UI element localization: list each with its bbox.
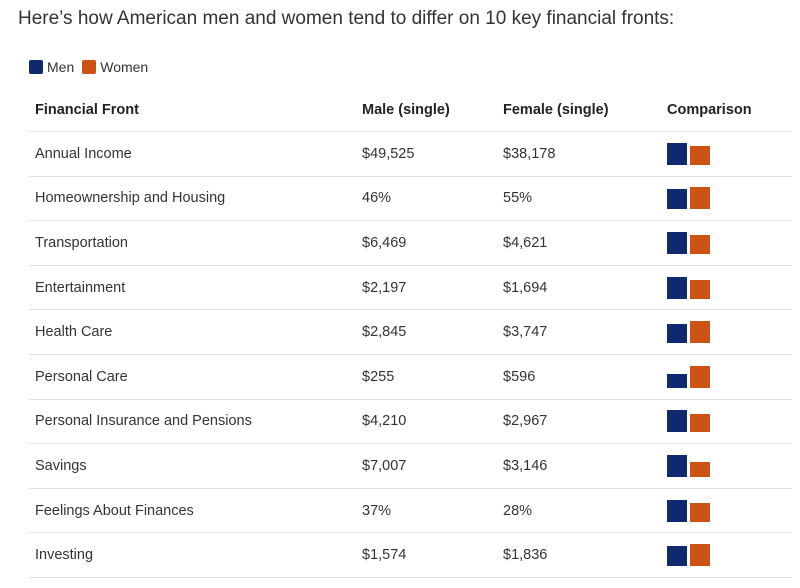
table-row: Health Care $2,845 $3,747 — [29, 309, 792, 355]
comparison-chart — [667, 454, 713, 477]
row-female-value: $38,178 — [497, 131, 661, 177]
row-male-value: $49,525 — [356, 131, 497, 177]
table-row: Personal Care $255 $596 — [29, 354, 792, 400]
comparison-bar-women — [690, 414, 710, 433]
comparison-chart — [667, 499, 713, 522]
legend-label-men: Men — [47, 59, 75, 75]
table-row: Homeownership and Housing 46% 55% — [29, 176, 792, 222]
comparison-bar-women — [690, 365, 710, 388]
row-comparison — [661, 354, 792, 400]
header-female: Female (single) — [497, 89, 661, 132]
table-row: Annual Income $49,525 $38,178 — [29, 131, 792, 177]
row-comparison — [661, 220, 792, 266]
table-row: Personal Insurance and Pensions $4,210 $2,… — [29, 399, 792, 445]
row-male-value: $7,007 — [356, 443, 497, 489]
comparison-chart — [667, 231, 713, 254]
row-female-value: $1,836 — [497, 532, 661, 578]
comparison-bar-women — [690, 544, 710, 567]
row-male-value: 37% — [356, 488, 497, 534]
comparison-chart — [667, 142, 713, 165]
legend-item-women: Women — [82, 59, 148, 75]
page-heading: Here’s how American men and women tend t… — [18, 8, 675, 29]
row-front-label: Entertainment — [29, 265, 356, 311]
header-male: Male (single) — [356, 89, 497, 132]
row-female-value: $2,967 — [497, 399, 661, 445]
row-front-label: Personal Insurance and Pensions — [29, 399, 356, 445]
comparison-bar-men — [667, 231, 687, 254]
row-male-value: $6,469 — [356, 220, 497, 266]
header-comparison: Comparison — [661, 89, 792, 132]
row-male-value: $2,197 — [356, 265, 497, 311]
comparison-bar-women — [690, 321, 710, 344]
row-front-label: Homeownership and Housing — [29, 176, 356, 222]
row-comparison — [661, 532, 792, 578]
legend-swatch-men — [29, 60, 43, 74]
row-front-label: Savings — [29, 443, 356, 489]
row-comparison — [661, 488, 792, 534]
row-front-label: Investing — [29, 532, 356, 578]
table-row: Entertainment $2,197 $1,694 — [29, 265, 792, 311]
row-comparison — [661, 131, 792, 177]
comparison-bar-men — [667, 546, 687, 567]
table-row: Feelings About Finances 37% 28% — [29, 488, 792, 534]
legend-label-women: Women — [100, 59, 149, 75]
row-front-label: Annual Income — [29, 131, 356, 177]
row-male-value: $1,574 — [356, 532, 497, 578]
table-row: Investing $1,574 $1,836 — [29, 532, 792, 578]
table-row: Transportation $6,469 $4,621 — [29, 220, 792, 266]
row-front-label: Health Care — [29, 309, 356, 355]
comparison-bar-men — [667, 373, 687, 388]
table-body: Annual Income $49,525 $38,178 Homeownership… — [29, 131, 792, 578]
row-female-value: $3,146 — [497, 443, 661, 489]
row-female-value: $1,694 — [497, 265, 661, 311]
comparison-bar-women — [690, 234, 710, 254]
row-comparison — [661, 176, 792, 222]
legend: Men Women — [29, 59, 156, 75]
comparison-chart — [667, 544, 713, 567]
row-male-value: $4,210 — [356, 399, 497, 445]
comparison-bar-women — [690, 502, 710, 522]
comparison-bar-women — [690, 461, 710, 477]
row-comparison — [661, 265, 792, 311]
row-front-label: Feelings About Finances — [29, 488, 356, 534]
header-financial-front: Financial Front — [29, 89, 356, 132]
comparison-chart — [667, 187, 713, 210]
row-male-value: $2,845 — [356, 309, 497, 355]
comparison-bar-men — [667, 410, 687, 433]
comparison-bar-men — [667, 454, 687, 477]
table-row: Savings $7,007 $3,146 — [29, 443, 792, 489]
row-comparison — [661, 443, 792, 489]
row-front-label: Transportation — [29, 220, 356, 266]
table-header-row: Financial Front Male (single) Female (si… — [29, 89, 792, 132]
comparison-chart — [667, 365, 713, 388]
row-comparison — [661, 309, 792, 355]
comparison-chart — [667, 410, 713, 433]
row-female-value: $596 — [497, 354, 661, 400]
row-female-value: 55% — [497, 176, 661, 222]
comparison-chart — [667, 276, 713, 299]
row-female-value: $3,747 — [497, 309, 661, 355]
row-front-label: Personal Care — [29, 354, 356, 400]
comparison-bar-men — [667, 189, 687, 210]
row-male-value: 46% — [356, 176, 497, 222]
comparison-bar-men — [667, 499, 687, 522]
comparison-bar-men — [667, 142, 687, 165]
row-female-value: 28% — [497, 488, 661, 534]
comparison-bar-men — [667, 276, 687, 299]
legend-item-men: Men — [29, 59, 74, 75]
comparison-bar-women — [690, 279, 710, 299]
comparison-chart — [667, 321, 713, 344]
comparison-bar-men — [667, 324, 687, 344]
row-female-value: $4,621 — [497, 220, 661, 266]
financial-fronts-table: Financial Front Male (single) Female (si… — [29, 89, 792, 578]
comparison-bar-women — [690, 145, 710, 165]
row-comparison — [661, 399, 792, 445]
row-male-value: $255 — [356, 354, 497, 400]
comparison-bar-women — [690, 187, 710, 210]
legend-swatch-women — [82, 60, 97, 74]
